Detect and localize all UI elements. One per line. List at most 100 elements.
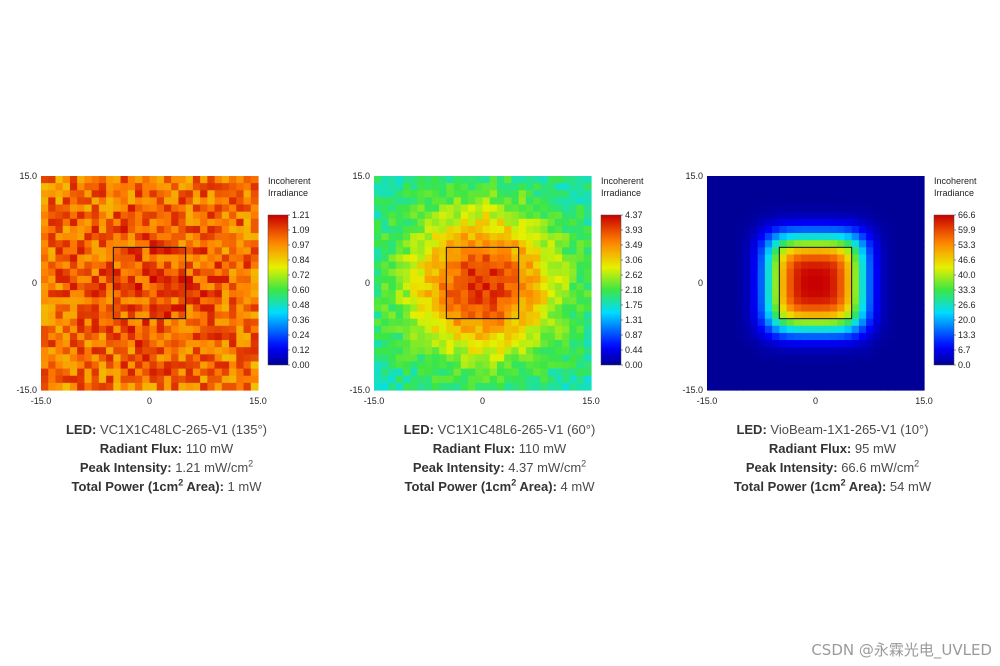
heatmap-cell: [707, 240, 715, 248]
heatmap-cell: [127, 361, 136, 370]
chart-panel-1: -15.0 0 15.0 15.0 0 -15.0 Incoherent Irradiance…: [0, 0, 333, 666]
heatmap-cell: [475, 211, 484, 220]
heatmap-cell: [533, 183, 541, 191]
heatmap-cell: [873, 354, 882, 363]
heatmap-cell: [431, 368, 440, 377]
heatmap-cell: [707, 290, 715, 298]
heatmap-cell: [388, 211, 397, 220]
heatmap-cell: [395, 268, 404, 277]
heatmap-cell: [200, 311, 208, 320]
peak-label: Peak Intensity:: [412, 460, 505, 475]
heatmap-cell: [808, 261, 817, 270]
heatmap-cells: [707, 176, 925, 391]
target-area-box: [112, 246, 187, 320]
heatmap-cell: [236, 354, 245, 363]
heatmap-cell: [909, 347, 918, 355]
heatmap-cell: [243, 361, 252, 370]
flux-line: Radiant Flux: 110 mW: [0, 439, 333, 458]
heatmap-cell: [829, 340, 838, 348]
heatmap-cell: [229, 275, 237, 284]
heatmap-cell: [554, 382, 563, 391]
heatmap-cell: [873, 183, 882, 191]
heatmap-cell: [895, 304, 903, 313]
heatmap-cell: [808, 197, 817, 206]
heatmap-cell: [707, 297, 715, 305]
colorbar-tick-label: 0.24: [292, 330, 310, 340]
heatmap-cell: [424, 197, 433, 206]
heatmap-cell: [496, 247, 505, 256]
heatmap-cell: [91, 354, 100, 363]
heatmap-cell: [446, 361, 455, 370]
heatmap-cell: [562, 297, 570, 305]
heatmap-cell: [851, 297, 860, 305]
heatmap-cell: [41, 261, 49, 270]
heatmap-cell: [880, 247, 889, 256]
heatmap-cell: [120, 233, 129, 241]
heatmap-cell: [779, 375, 788, 384]
heatmap-cell: [98, 347, 107, 355]
heatmap-cell: [395, 368, 404, 377]
heatmap-cell: [916, 197, 925, 206]
heatmap-cell: [113, 361, 122, 370]
heatmap-cell: [98, 268, 107, 277]
heatmap-cell: [525, 225, 534, 234]
heatmap-cell: [569, 261, 578, 270]
heatmap-cell: [772, 225, 780, 234]
heatmap-cell: [707, 354, 715, 363]
heatmap-cell: [533, 197, 541, 206]
colorbar-tick-label: 0.87: [625, 330, 643, 340]
heatmap-cell: [243, 190, 252, 198]
heatmap-cell: [866, 290, 874, 298]
heatmap-cell: [772, 275, 780, 284]
heatmap-cell: [402, 347, 411, 355]
heatmap-cell: [714, 382, 723, 391]
heatmap-cell: [540, 283, 549, 291]
heatmap-cell: [62, 340, 71, 348]
heatmap-cell: [829, 311, 838, 320]
heatmap-cell: [511, 283, 520, 291]
heatmap-cell: [504, 361, 513, 370]
heatmap-cell: [851, 275, 860, 284]
heatmap-cell: [576, 197, 585, 206]
heatmap-cell: [55, 247, 64, 256]
heatmap-cell: [489, 375, 498, 384]
heatmap-cell: [554, 275, 563, 284]
heatmap-cell: [395, 218, 404, 227]
heatmap-cell: [417, 204, 426, 213]
heatmap-cell: [171, 218, 180, 227]
heatmap-cell: [439, 240, 447, 248]
heatmap-cell: [460, 240, 469, 248]
heatmap-cell: [793, 347, 802, 355]
heatmap-cell: [496, 225, 505, 234]
heatmap-cell: [439, 332, 447, 341]
heatmap-cell: [518, 197, 527, 206]
heatmap-cell: [750, 204, 759, 213]
heatmap-cell: [533, 218, 541, 227]
y-tick-label: 15.0: [19, 171, 37, 181]
heatmap-cell: [98, 247, 107, 256]
heatmap-cell: [127, 197, 136, 206]
colorbar-title: Incoherent: [268, 176, 311, 186]
heatmap-cell: [439, 318, 447, 327]
heatmap-cell: [381, 332, 390, 341]
heatmap-cell: [127, 375, 136, 384]
heatmap-cell: [98, 325, 107, 334]
heatmap-cell: [721, 254, 730, 263]
heatmap-cell: [837, 368, 846, 377]
heatmap-cell: [728, 325, 737, 334]
heatmap-cell: [793, 382, 802, 391]
y-tick-label: 0: [698, 278, 703, 288]
heatmap-cell: [388, 297, 397, 305]
heatmap-cell: [163, 347, 172, 355]
heatmap-cell: [142, 368, 151, 377]
heatmap-cell: [424, 311, 433, 320]
heatmap-cell: [431, 218, 440, 227]
heatmap-cell: [525, 290, 534, 298]
heatmap-cell: [743, 290, 751, 298]
heatmap-cell: [163, 340, 172, 348]
heatmap-cell: [402, 354, 411, 363]
colorbar-tick-label: 0.00: [292, 360, 310, 370]
peak-value: 66.6 mW/cm: [841, 460, 915, 475]
y-tick-label: 15.0: [685, 171, 703, 181]
heatmap-cell: [250, 254, 259, 263]
